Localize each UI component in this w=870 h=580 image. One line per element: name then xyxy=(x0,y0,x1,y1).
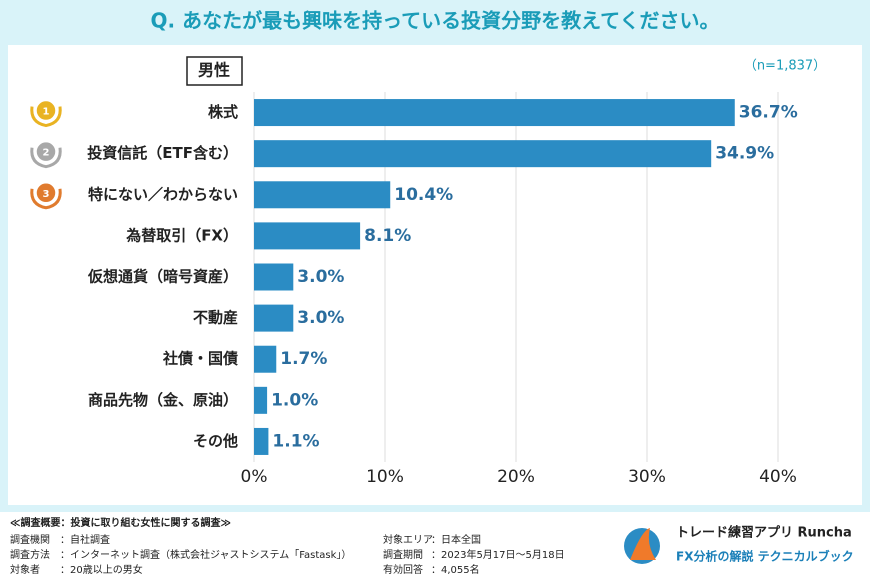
footer-label: 有効回答 xyxy=(383,563,423,576)
footer-heading: ≪調査概要：投資に取り組む女性に関する調査≫ xyxy=(10,516,231,529)
bar xyxy=(254,427,269,455)
y-tick-label: 株式 xyxy=(208,103,238,121)
rank-number: 2 xyxy=(43,148,50,159)
sample-size: （n=1,837） xyxy=(744,59,826,74)
tagline: FX分析の解説 テクニカルブック xyxy=(676,549,854,564)
y-tick-label: 仮想通貨（暗号資産） xyxy=(87,268,238,286)
bar xyxy=(254,345,277,373)
bar xyxy=(254,222,361,250)
rank-medal xyxy=(35,182,57,204)
footer-value: ：日本全国 xyxy=(431,533,481,546)
x-tick-label: 40% xyxy=(759,467,797,487)
footer-label: 調査機関 xyxy=(10,533,50,546)
y-tick-label: 社債・国債 xyxy=(162,350,238,368)
rank-laurel xyxy=(30,147,62,169)
y-tick-label: 特にない／わからない xyxy=(88,185,238,203)
bar xyxy=(254,386,268,414)
value-label: 1.7% xyxy=(280,349,327,369)
value-label: 36.7% xyxy=(739,103,798,123)
footer-label: 調査期間 xyxy=(383,548,423,561)
value-label: 3.0% xyxy=(297,267,344,287)
rank-laurel xyxy=(30,188,62,210)
footer-label: 対象エリア xyxy=(383,533,433,546)
footer-value: ：インターネット調査（株式会社ジャストシステム「Fastask」） xyxy=(60,548,351,561)
rank-number: 3 xyxy=(43,189,50,200)
value-label: 8.1% xyxy=(364,226,411,246)
subtitle-box xyxy=(186,56,243,86)
subtitle: 男性 xyxy=(198,61,230,80)
y-tick-label: 投資信託（ETF含む） xyxy=(87,144,238,162)
rank-number: 1 xyxy=(43,107,50,118)
value-label: 3.0% xyxy=(297,308,344,328)
bar xyxy=(254,99,735,127)
footer-value: ：4,055名 xyxy=(431,563,480,576)
bar xyxy=(254,263,294,291)
value-label: 34.9% xyxy=(715,144,774,164)
y-tick-label: 為替取引（FX） xyxy=(125,226,238,244)
x-tick-label: 20% xyxy=(497,467,535,487)
value-label: 1.0% xyxy=(271,390,318,410)
rank-medal xyxy=(35,99,57,122)
plot: 0% 10% 20% 30% 40% 株式 36.7% 投資信託（ETF含む） 34.9% 特にな… xyxy=(30,92,798,487)
footer-value: ：2023年5月17日〜5月18日 xyxy=(431,548,565,561)
y-tick-label: その他 xyxy=(193,432,238,450)
x-tick-label: 10% xyxy=(366,467,404,487)
footer-label: 対象者 xyxy=(10,563,40,576)
value-label: 10.4% xyxy=(394,185,453,205)
y-tick-label: 商品先物（金、原油） xyxy=(88,391,238,409)
footer-label: 調査方法 xyxy=(10,548,50,561)
chart-title: Q. あなたが最も興味を持っている投資分野を教えてください。 xyxy=(151,9,720,33)
value-label: 1.1% xyxy=(272,431,319,451)
x-tick-label: 0% xyxy=(241,467,268,487)
bar xyxy=(254,181,391,209)
x-tick-label: 30% xyxy=(628,467,666,487)
rank-laurel xyxy=(30,106,62,128)
bar xyxy=(254,140,712,168)
y-tick-label: 不動産 xyxy=(193,309,238,327)
rank-medal xyxy=(35,140,57,163)
bar xyxy=(254,304,294,332)
footer-value: ：自社調査 xyxy=(60,533,110,546)
brand: トレード練習アプリ Runcha xyxy=(676,525,852,541)
logo-flame xyxy=(630,528,656,560)
footer-value: ：20歳以上の男女 xyxy=(60,563,143,576)
